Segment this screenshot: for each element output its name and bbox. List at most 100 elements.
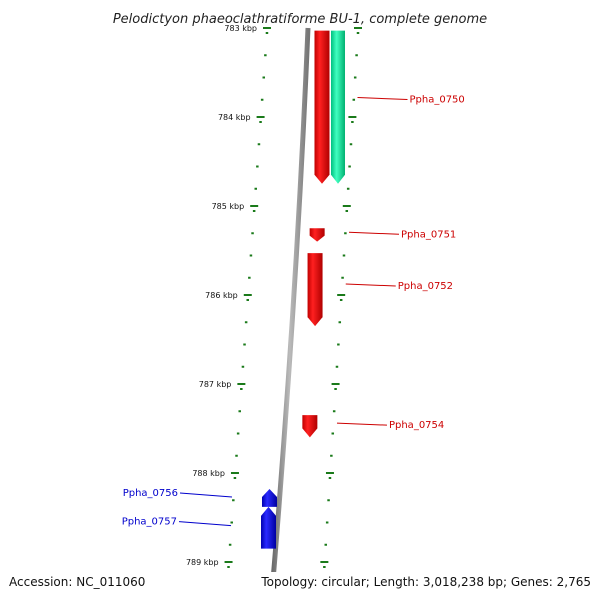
inner-ring-dot [345,210,349,212]
tick-label: 786 kbp [205,291,238,300]
tick-label: 787 kbp [199,380,232,389]
outer-ring-dot [251,232,254,235]
outer-ring-dot [260,98,264,101]
outer-ring-dot [236,432,240,435]
genome-summary-text: Topology: circular; Length: 3,018,238 bp… [260,575,591,589]
major-tick-inner [320,561,329,563]
outer-ring-dot [232,499,235,502]
outer-ring-dot [238,410,241,413]
outer-ring-dot [256,165,259,168]
major-tick-outer [243,294,252,296]
gene-leader-line [336,422,387,426]
inner-ring-dot [341,276,344,279]
gene-label-ppha_0754[interactable]: Ppha_0754 [389,420,444,431]
outer-ring-dot [230,521,233,524]
kbp-ticks: 783 kbp 784 kbp 785 kbp 786 kbp 787 kbp 788 k… [186,24,362,567]
backbone [268,27,311,600]
inner-ring-dot [323,566,326,568]
inner-ring-dot [337,343,340,346]
outer-ring-dot [235,454,238,457]
gene-arrow-ppha_0754[interactable] [302,415,318,438]
gene-leader-line [345,283,396,287]
outer-ring-dot [265,32,269,34]
outer-ring-dot [241,365,245,368]
outer-ring-dot [257,143,261,146]
inner-ring-dot [327,499,330,502]
accession-text: Accession: NC_011060 [9,575,145,589]
inner-ring-dot [348,165,351,168]
gene-leader-line [178,521,232,527]
major-tick-inner [325,472,334,474]
gene-label-ppha_0757[interactable]: Ppha_0757 [122,517,177,528]
backbone-arc [268,27,311,600]
outer-ring-dot [246,299,249,301]
inner-ring-dot [332,410,336,413]
gene-leader-line [357,97,408,101]
inner-ring-dot [338,321,342,324]
inner-ring-dot [355,54,358,57]
tick-label: 784 kbp [218,113,251,122]
map-title: Pelodictyon phaeoclathratiforme BU-1, co… [113,12,487,27]
gene-arrow-other_0750[interactable] [330,30,345,184]
major-tick-inner [337,294,346,296]
gene-arrow-ppha_0757[interactable] [261,506,277,549]
gene-arrow-ppha_0750[interactable] [314,30,330,184]
gene-arrow-ppha_0756[interactable] [261,489,277,507]
major-tick-inner [348,116,357,118]
tick-label: 789 kbp [186,558,219,567]
major-tick-outer [256,116,265,118]
inner-ring-dot [344,232,347,235]
major-tick-inner [331,383,340,385]
inner-ring-dot [331,432,335,435]
inner-ring-dot [351,121,354,123]
outer-ring-dot [248,276,251,279]
major-tick-inner [342,205,351,207]
major-tick-inner [354,27,362,29]
inner-ring-dot [353,76,357,79]
tick-dots [225,32,360,591]
major-tick-outer [237,383,246,385]
gene-features [261,30,345,600]
inner-ring-dot [328,477,332,479]
inner-ring-dot [324,543,328,546]
inner-ring-dot [356,32,360,34]
inner-ring-dot [334,388,337,390]
inner-ring-dot [325,521,329,524]
footer-background [0,572,600,600]
tick-label: 783 kbp [224,24,257,33]
major-tick-outer [230,472,239,474]
inner-ring-dot [335,365,339,368]
outer-ring-dot [243,343,246,346]
outer-ring-dot [249,254,253,257]
inner-ring-dot [342,254,346,257]
outer-ring-dot [259,121,262,123]
inner-ring-dot [330,454,333,457]
gene-label-ppha_0756[interactable]: Ppha_0756 [123,488,178,499]
major-tick-outer [250,205,259,207]
tick-label: 788 kbp [192,469,225,478]
major-tick-outer [263,27,271,29]
gene-labels: Ppha_0750 Ppha_0751 Ppha_0752 Ppha_0754 Ppha… [122,95,465,528]
major-tick-outer [224,561,233,563]
gene-leader-line [179,492,233,498]
gene-label-ppha_0751[interactable]: Ppha_0751 [401,229,456,240]
outer-ring-dot [233,477,237,479]
outer-ring-dot [240,388,243,390]
tick-label: 785 kbp [212,202,245,211]
inner-ring-dot [339,299,343,301]
outer-ring-dot [252,210,256,212]
outer-ring-dot [244,321,248,324]
outer-ring-dot [262,76,266,79]
inner-ring-dot [346,187,350,190]
gene-label-ppha_0750[interactable]: Ppha_0750 [409,95,464,106]
inner-ring-dot [352,98,356,101]
gene-label-ppha_0752[interactable]: Ppha_0752 [398,281,453,292]
outer-ring-dot [264,54,267,57]
gene-leader-line [348,231,400,235]
outer-ring-dot [254,187,257,190]
outer-ring-dot [228,543,232,546]
gene-arrow-ppha_0752[interactable] [307,253,323,327]
inner-ring-dot [349,143,353,146]
gene-arrow-ppha_0751[interactable] [309,228,325,242]
